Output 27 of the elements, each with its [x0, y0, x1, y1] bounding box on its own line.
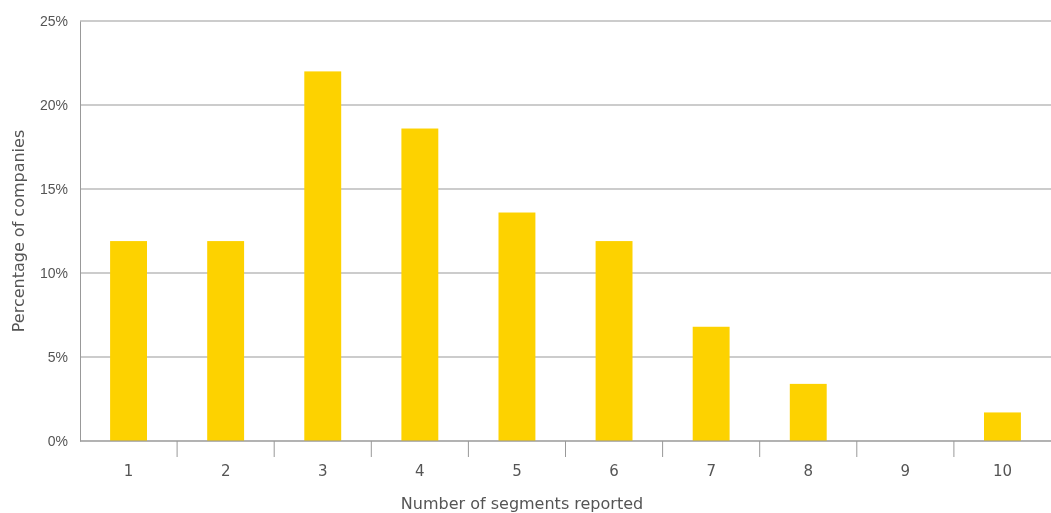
y-tick-label: 0%	[47, 432, 68, 449]
y-tick-label: 15%	[39, 180, 68, 197]
bar	[692, 326, 730, 441]
x-tick-label: 5	[512, 462, 522, 480]
bar	[595, 241, 633, 441]
x-tick-label: 9	[900, 462, 911, 480]
x-tick-label: 4	[415, 462, 425, 480]
y-tick-label: 25%	[39, 12, 68, 29]
bar	[789, 383, 827, 441]
bar	[984, 412, 1021, 441]
x-tick-label: 7	[706, 462, 716, 480]
x-tick-label: 3	[317, 462, 328, 480]
x-tick-label: 1	[123, 462, 134, 480]
x-axis-title: Number of segments reported	[400, 494, 644, 513]
bar	[207, 241, 245, 441]
y-axis-title: Percentage of companies	[9, 129, 28, 333]
x-tick-label: 6	[609, 462, 619, 480]
bar	[304, 71, 342, 441]
x-tick-label: 8	[803, 462, 814, 480]
y-tick-label: 20%	[39, 96, 68, 113]
bar	[498, 212, 536, 441]
bar	[401, 128, 439, 441]
x-tick-label: 10	[992, 462, 1012, 480]
bar	[110, 241, 147, 441]
y-tick-label: 5%	[47, 348, 68, 365]
y-tick-label: 10%	[39, 264, 68, 281]
x-tick-label: 2	[220, 462, 231, 480]
